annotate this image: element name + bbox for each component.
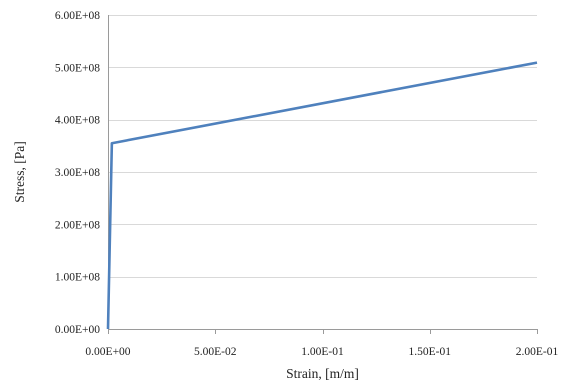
- axes: [108, 15, 538, 334]
- series-line: [106, 61, 538, 330]
- gridlines: [108, 15, 537, 278]
- y-tick-label: 0.00E+00: [55, 324, 100, 336]
- x-tick-label: 1.00E-01: [301, 346, 344, 358]
- y-axis-title: Stress, [Pa]: [12, 141, 27, 203]
- x-tick-label: 0.00E+00: [85, 346, 130, 358]
- tick-labels: 0.00E+00 1.00E+08 2.00E+08 3.00E+08 4.00E+08…: [55, 10, 559, 358]
- x-tick-label: 2.00E-01: [516, 346, 559, 358]
- x-axis-title: Strain, [m/m]: [286, 366, 359, 381]
- y-tick-label: 4.00E+08: [55, 115, 100, 127]
- y-tick-label: 2.00E+08: [55, 219, 100, 231]
- y-tick-label: 1.00E+08: [55, 272, 100, 284]
- y-tick-label: 6.00E+08: [55, 10, 100, 22]
- series-layer: [106, 61, 538, 330]
- x-tick-label: 1.50E-01: [409, 346, 452, 358]
- x-tick-label: 5.00E-02: [194, 346, 237, 358]
- y-tick-label: 5.00E+08: [55, 62, 100, 74]
- y-tick-label: 3.00E+08: [55, 167, 100, 179]
